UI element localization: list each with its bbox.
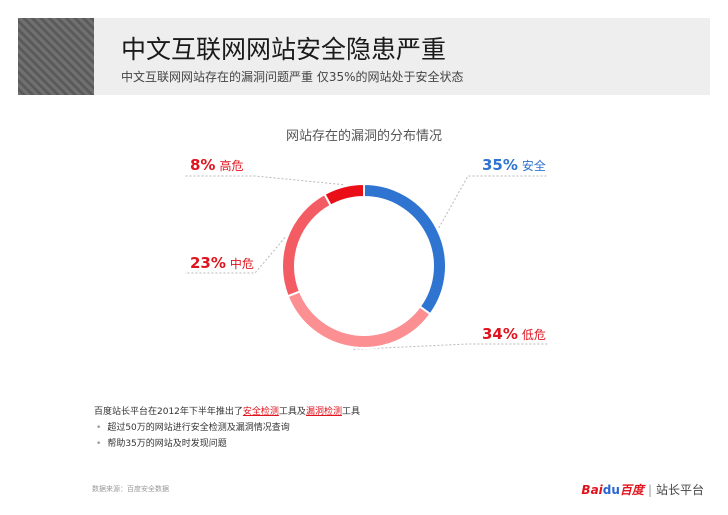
brand-separator: | [647,483,652,497]
slice-name-safe: 安全 [521,159,546,173]
data-source: 数据来源：百度安全数据 [92,485,169,493]
page-title: 中文互联网网站安全隐患严重 [121,35,447,64]
notes-intro-prefix: 百度站长平台在2012年下半年推出了 [94,407,243,417]
bullet-dot-icon: • [96,439,102,449]
leader-line [438,175,548,229]
brand-logo-cn: 百度 [619,483,644,497]
header-banner: 中文互联网网站安全隐患严重 中文互联网网站存在的漏洞问题严重 仅35%的网站处于… [18,18,710,95]
slice-label-medium: 23% 中危 [190,254,254,272]
slice-safe [363,182,447,316]
slice-name-medium: 中危 [229,257,254,271]
slice-name-low: 低危 [521,328,546,342]
notes-bullet-item: • 帮助35万的网站及时发现问题 [94,436,360,452]
slice-label-safe: 35% 安全 [482,156,546,174]
bullet-dot-icon: • [96,423,102,433]
slice-name-high: 高危 [219,159,244,173]
brand-logo: Baidu百度 | 站长平台 [581,481,704,498]
chart-title: 网站存在的漏洞的分布情况 [285,129,442,144]
notes-intro-suffix: 工具 [341,407,360,417]
slice-label-high: 8% 高危 [190,156,243,174]
notes: 百度站长平台在2012年下半年推出了安全检测工具及漏洞检测工具 • 超过50万的网… [94,404,360,452]
page-subtitle: 中文互联网网站存在的漏洞问题严重 仅35%的网站处于安全状态 [121,70,464,84]
slice-low [286,290,432,349]
brand-logo-text: Bai [581,483,603,497]
leader-line [185,175,344,186]
brand-platform: 站长平台 [655,483,704,497]
security-check-tool-link[interactable]: 安全检测 [242,407,279,417]
vulnerability-check-tool-link[interactable]: 漏洞检测 [305,407,342,417]
slice-label-low: 34% 低危 [482,325,546,343]
slice-percent-low: 34% [482,325,518,343]
leader-line [185,237,286,274]
notes-bullet-item: • 超过50万的网站进行安全检测及漏洞情况查询 [94,420,360,436]
notes-intro: 百度站长平台在2012年下半年推出了安全检测工具及漏洞检测工具 [94,404,360,420]
slice-high [323,182,365,207]
slice-percent-safe: 35% [482,156,518,174]
slice-percent-high: 8% [190,156,216,174]
notes-intro-mid: 工具及 [278,407,306,417]
paw-icon: du [602,483,620,497]
slice-percent-medium: 23% [190,254,226,272]
notes-bullet-text: 帮助35万的网站及时发现问题 [107,439,227,449]
leader-lines [185,175,548,350]
slice-medium [281,192,333,298]
header-decoration [18,18,94,95]
donut-slices [281,182,447,349]
notes-bullet-text: 超过50万的网站进行安全检测及漏洞情况查询 [107,423,290,433]
